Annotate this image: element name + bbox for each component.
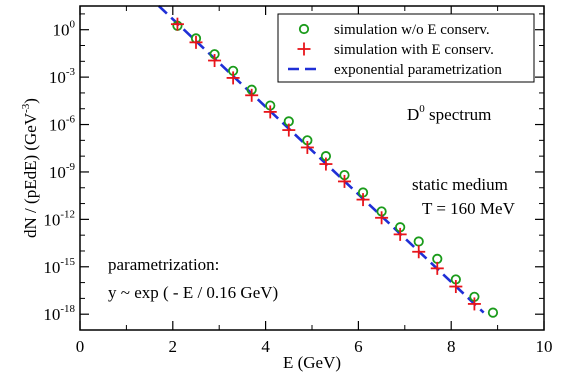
annotation-temperature: T = 160 MeV	[422, 199, 516, 218]
y-axis-label-sup: -3	[20, 103, 32, 113]
annotation-spectrum: D0 spectrum	[407, 103, 491, 124]
series-1-point-2	[208, 54, 222, 68]
series-1-point-16	[467, 297, 481, 311]
annotation-param-title: parametrization:	[108, 255, 219, 274]
x-axis-label: E (GeV)	[283, 353, 341, 372]
legend-swatch-1	[297, 42, 311, 56]
x-tick-label-2: 4	[261, 337, 270, 356]
series-1-point-6	[282, 123, 296, 137]
y-axis-label-close: )	[21, 98, 40, 104]
data-marks	[157, 5, 499, 318]
series-0-point-17	[487, 307, 499, 318]
series-1-point-3	[226, 71, 240, 85]
y-tick-label-4: 10-12	[43, 208, 75, 229]
legend-swatch-0	[298, 23, 310, 35]
y-tick-label-2: 10-6	[49, 114, 76, 135]
legend-box	[277, 13, 535, 83]
x-tick-label-3: 6	[354, 337, 363, 356]
x-tick-label-4: 8	[447, 337, 456, 356]
y-tick-label-0: 100	[53, 19, 76, 40]
series-1-point-10	[356, 193, 370, 207]
series-1-point-14	[430, 261, 444, 275]
y-axis-label-main: dN / (pEdE) (GeV	[21, 112, 40, 238]
series-1-point-8	[319, 157, 333, 171]
y-tick-label-5: 10-15	[43, 256, 75, 277]
series-1-point-1	[189, 35, 203, 49]
y-tick-label-6: 10-18	[43, 303, 75, 324]
x-tick-label-0: 0	[76, 337, 85, 356]
series-1-point-9	[337, 174, 351, 188]
series-1-point-11	[375, 211, 389, 225]
y-axis-label: dN / (pEdE) (GeV-3)	[20, 98, 40, 238]
series-1-point-0	[170, 17, 184, 31]
plot-frame	[79, 5, 545, 331]
annotation-param-formula: y ~ exp ( - E / 0.16 GeV)	[108, 283, 278, 302]
series-1-point-13	[412, 245, 426, 259]
annotation-spectrum-rest: spectrum	[425, 105, 492, 124]
x-tick-label-5: 10	[536, 337, 553, 356]
annotation-spectrum-main: D	[407, 105, 419, 124]
legend-label-2: exponential parametrization	[334, 62, 502, 78]
series-1-point-4	[245, 88, 259, 102]
legend-label-0: simulation w/o E conserv.	[334, 22, 490, 38]
legend-label-1: simulation with E conserv.	[334, 42, 494, 58]
series-2-line	[157, 5, 485, 314]
annotation-medium: static medium	[412, 175, 508, 194]
x-tick-label-1: 2	[169, 337, 178, 356]
y-tick-label-1: 10-3	[49, 66, 76, 87]
annotation-spectrum-sup: 0	[419, 103, 425, 115]
series-1-point-12	[393, 227, 407, 241]
legend-items: simulation w/o E conserv. simulation with…	[288, 22, 502, 78]
series-1-point-5	[263, 105, 277, 119]
series-1-point-7	[300, 140, 314, 154]
legend: simulation w/o E conserv. simulation with…	[277, 13, 535, 83]
series-1-point-15	[449, 280, 463, 294]
y-tick-label-3: 10-9	[49, 161, 76, 182]
